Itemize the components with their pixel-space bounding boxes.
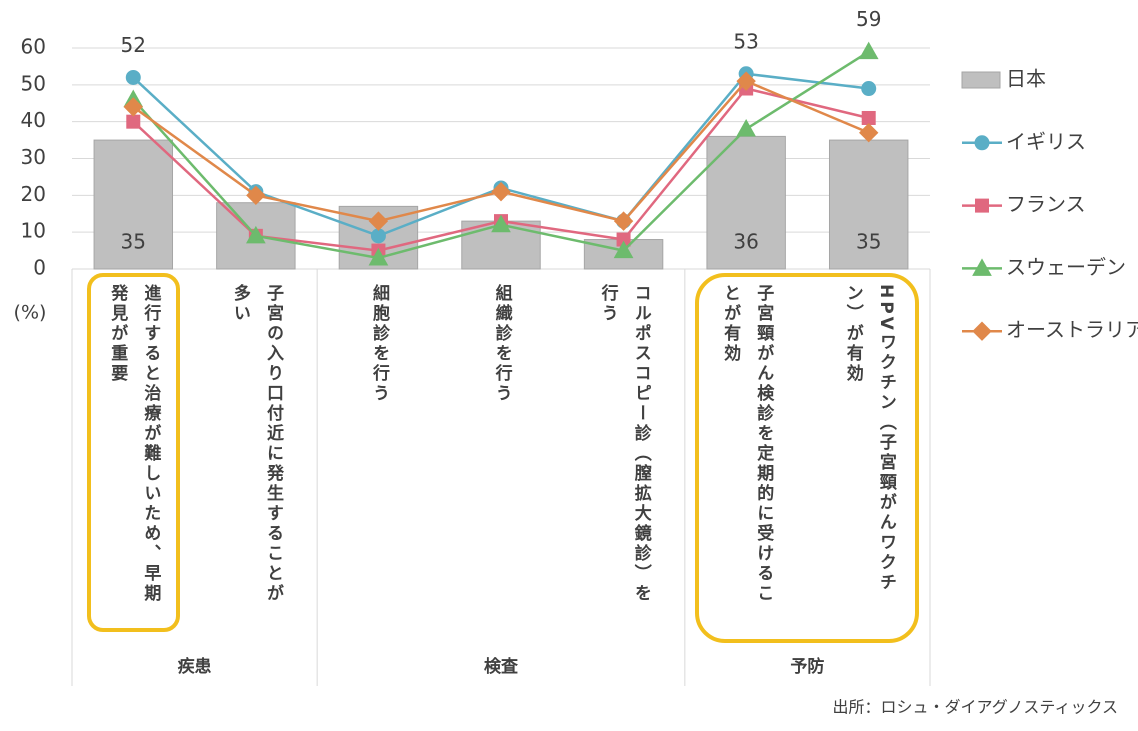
y-tick-label: 30	[21, 145, 46, 169]
marker	[368, 247, 389, 266]
legend-marker	[972, 258, 992, 276]
legend-marker	[975, 198, 989, 213]
marker	[368, 211, 389, 231]
y-axis-label: (%)	[14, 302, 47, 324]
marker	[858, 41, 879, 60]
bar	[93, 139, 174, 270]
y-tick-label: 10	[21, 219, 46, 243]
bar	[706, 135, 786, 270]
legend-swatch	[961, 71, 1001, 89]
marker	[859, 123, 879, 143]
bar	[828, 139, 909, 270]
legend-label: 日本	[1006, 67, 1046, 91]
source: 出所：ロシュ・ダイアグノスティックス	[833, 698, 1118, 717]
marker	[491, 214, 511, 233]
x-tick-label: 進行すると治療が難しいため、早期発見が重要	[107, 284, 161, 604]
marker	[861, 81, 877, 97]
marker	[736, 119, 756, 137]
legend-label: スウェーデン	[1006, 255, 1126, 279]
marker	[126, 114, 141, 129]
y-tick-label: 40	[21, 108, 46, 132]
x-tick-label: 組織診を行う	[491, 284, 512, 404]
data-label: 53	[733, 29, 758, 53]
x-tick-label: 子宮の入り口付近に発生することが多い	[229, 284, 283, 604]
y-tick-label: 50	[21, 71, 46, 95]
y-tick-label: 60	[21, 35, 46, 59]
x-tick-label: コルポスコピー診（膣拡大鏡診）を行う	[597, 284, 651, 604]
x-tick-label: HPVワクチン（子宮頸がんワクチン）が有効	[842, 284, 896, 593]
marker	[370, 228, 386, 244]
highlight-box	[695, 273, 919, 643]
legend-marker	[972, 321, 992, 341]
marker	[246, 185, 266, 206]
y-tick-label: 0	[33, 256, 46, 280]
data-label: 35	[121, 230, 146, 254]
legend-label: イギリス	[1006, 129, 1086, 153]
legend-marker	[974, 135, 990, 151]
group-label: 予防	[790, 656, 824, 677]
marker	[613, 240, 634, 259]
legend-label: フランス	[1006, 192, 1086, 216]
marker	[861, 110, 876, 125]
group-label: 検査	[484, 656, 519, 677]
data-label: 36	[733, 230, 758, 254]
x-tick-label: 細胞診を行う	[368, 284, 389, 404]
marker	[123, 97, 143, 117]
legend-label: オーストラリア	[1006, 318, 1138, 342]
data-label: 52	[121, 33, 146, 57]
y-tick-label: 20	[21, 182, 46, 206]
data-label: 35	[856, 230, 881, 254]
group-label: 疾患	[178, 656, 212, 677]
data-label: 59	[856, 7, 881, 31]
x-tick-label: 子宮頸がん検診を定期的に受けることが有効	[720, 284, 774, 604]
marker	[246, 225, 266, 244]
marker	[736, 71, 756, 91]
highlight-box	[87, 273, 180, 632]
marker	[613, 211, 634, 231]
marker	[125, 69, 141, 85]
marker	[491, 181, 511, 202]
